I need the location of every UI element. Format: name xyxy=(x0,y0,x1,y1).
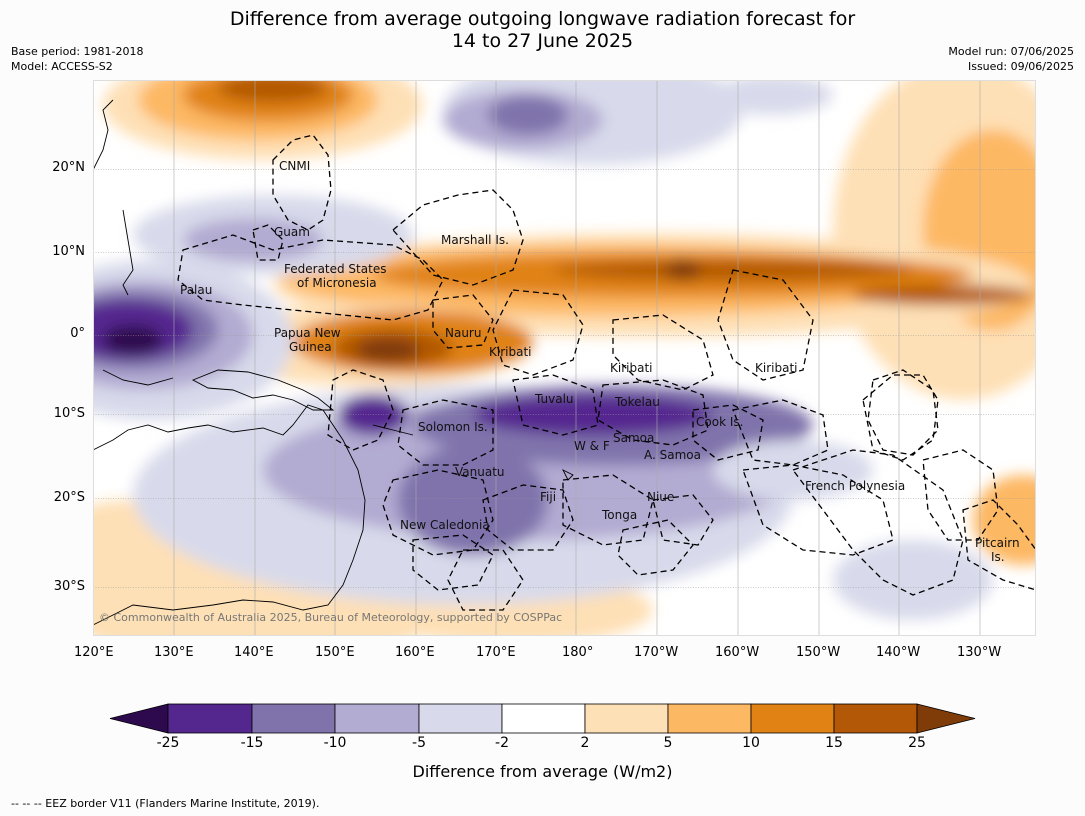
label-tokelau: Tokelau xyxy=(614,395,660,409)
lon-label-160w: 160°W xyxy=(715,645,760,660)
lon-label-150w: 150°W xyxy=(796,645,841,660)
colorbar-swatch-2-5 xyxy=(584,703,669,734)
lat-label-10n: 10°N xyxy=(52,244,85,259)
colorbar-tick-25: 25 xyxy=(908,735,926,751)
label-fiji: Fiji xyxy=(540,490,556,504)
meta-right: Model run: 07/06/2025 Issued: 09/06/2025 xyxy=(948,44,1074,74)
label-nauru: Nauru xyxy=(445,326,481,340)
colorbar-swatch-2-2 xyxy=(501,703,586,734)
lon-label-160e: 160°E xyxy=(395,645,435,660)
model-run: Model run: 07/06/2025 xyxy=(948,45,1074,58)
colorbar xyxy=(109,703,976,734)
label-samoa: Samoa xyxy=(613,431,654,445)
label-niue: Niue xyxy=(647,490,674,504)
lon-label-130w: 130°W xyxy=(957,645,1002,660)
label-wallis-futuna: W & F xyxy=(574,439,610,453)
colorbar-swatch-25-15 xyxy=(167,703,253,734)
lon-label-170w: 170°W xyxy=(634,645,679,660)
label-french-polynesia: French Polynesia xyxy=(805,479,905,493)
label-fsm-line1: Federated States xyxy=(284,262,386,276)
label-png-line2: Guinea xyxy=(289,340,332,354)
colorbar-tick-10: 10 xyxy=(742,735,760,751)
issued-date: Issued: 09/06/2025 xyxy=(967,60,1074,73)
meta-left: Base period: 1981-2018 Model: ACCESS-S2 xyxy=(11,44,143,74)
map-frame xyxy=(93,80,1036,636)
eez-footnote: -- -- -- EEZ border V11 (Flanders Marine… xyxy=(11,797,320,810)
label-kiribati-east: Kiribati xyxy=(755,361,797,375)
colorbar-swatch-15-10 xyxy=(251,703,336,734)
chart-title: Difference from average outgoing longwav… xyxy=(0,8,1085,52)
graticule xyxy=(93,169,1036,588)
colorbar-tick-minus15: -15 xyxy=(240,735,264,751)
label-pitcairn-line2: Is. xyxy=(991,550,1005,564)
colorbar-tick-5: 5 xyxy=(663,735,673,751)
colorbar-tick-minus25: -25 xyxy=(156,735,180,751)
label-png-line1: Papua New xyxy=(274,326,341,340)
title-line-1: Difference from average outgoing longwav… xyxy=(229,8,856,30)
region-labels: CNMI Guam Marshall Is. Federated States … xyxy=(180,159,1020,564)
lon-label-140e: 140°E xyxy=(234,645,274,660)
label-tuvalu: Tuvalu xyxy=(534,392,574,406)
label-cnmi: CNMI xyxy=(279,159,310,173)
colorbar-swatch-lt-25 xyxy=(109,703,169,734)
colorbar-label: Difference from average (W/m2) xyxy=(412,762,673,781)
lon-label-140w: 140°W xyxy=(876,645,921,660)
anomaly-field xyxy=(93,80,1036,636)
lon-label-130e: 130°E xyxy=(154,645,194,660)
label-tonga: Tonga xyxy=(601,508,637,522)
label-vanuatu: Vanuatu xyxy=(455,465,505,479)
label-guam: Guam xyxy=(274,225,310,239)
label-new-caledonia: New Caledonia xyxy=(400,518,490,532)
label-palau: Palau xyxy=(180,283,212,297)
colorbar-swatch-10-15 xyxy=(750,703,835,734)
model-name: Model: ACCESS-S2 xyxy=(11,60,113,73)
title-line-2: 14 to 27 June 2025 xyxy=(451,30,634,52)
label-fsm-line2: of Micronesia xyxy=(297,276,377,290)
colorbar-swatch-10-5 xyxy=(334,703,420,734)
label-pitcairn-line1: Pitcairn xyxy=(975,536,1020,550)
lat-label-30s: 30°S xyxy=(53,579,85,594)
label-american-samoa: A. Samoa xyxy=(644,448,701,462)
colorbar-tick-2: 2 xyxy=(580,735,590,751)
lon-label-180: 180° xyxy=(562,645,594,660)
lon-label-150e: 150°E xyxy=(315,645,355,660)
label-solomon-is: Solomon Is. xyxy=(418,420,488,434)
colorbar-swatch-5-10 xyxy=(667,703,752,734)
lat-label-20n: 20°N xyxy=(52,160,85,175)
lon-label-170e: 170°E xyxy=(476,645,516,660)
colorbar-tick-15: 15 xyxy=(825,735,843,751)
lon-label-120e: 120°E xyxy=(74,645,114,660)
eez-borders xyxy=(177,134,1036,611)
colorbar-swatch-gt-25 xyxy=(916,703,976,734)
colorbar-tick-minus2: -2 xyxy=(495,735,509,751)
meridians xyxy=(173,80,981,636)
label-marshall-is: Marshall Is. xyxy=(441,233,509,247)
base-period: Base period: 1981-2018 xyxy=(11,45,144,58)
olr-anomaly-map: CNMI Guam Marshall Is. Federated States … xyxy=(93,80,1036,636)
colorbar-swatch-5-2 xyxy=(418,703,503,734)
label-kiribati-west: Kiribati xyxy=(489,345,531,359)
lat-label-equator: 0° xyxy=(70,326,85,341)
copyright-notice: © Commonwealth of Australia 2025, Bureau… xyxy=(99,611,562,624)
coastlines xyxy=(93,99,574,626)
colorbar-tick-minus5: -5 xyxy=(412,735,426,751)
colorbar-tick-minus10: -10 xyxy=(323,735,347,751)
label-cook-is: Cook Is. xyxy=(696,415,743,429)
label-kiribati-central: Kiribati xyxy=(610,361,652,375)
colorbar-swatch-15-25 xyxy=(833,703,918,734)
lat-label-10s: 10°S xyxy=(53,406,85,421)
lat-label-20s: 20°S xyxy=(53,490,85,505)
